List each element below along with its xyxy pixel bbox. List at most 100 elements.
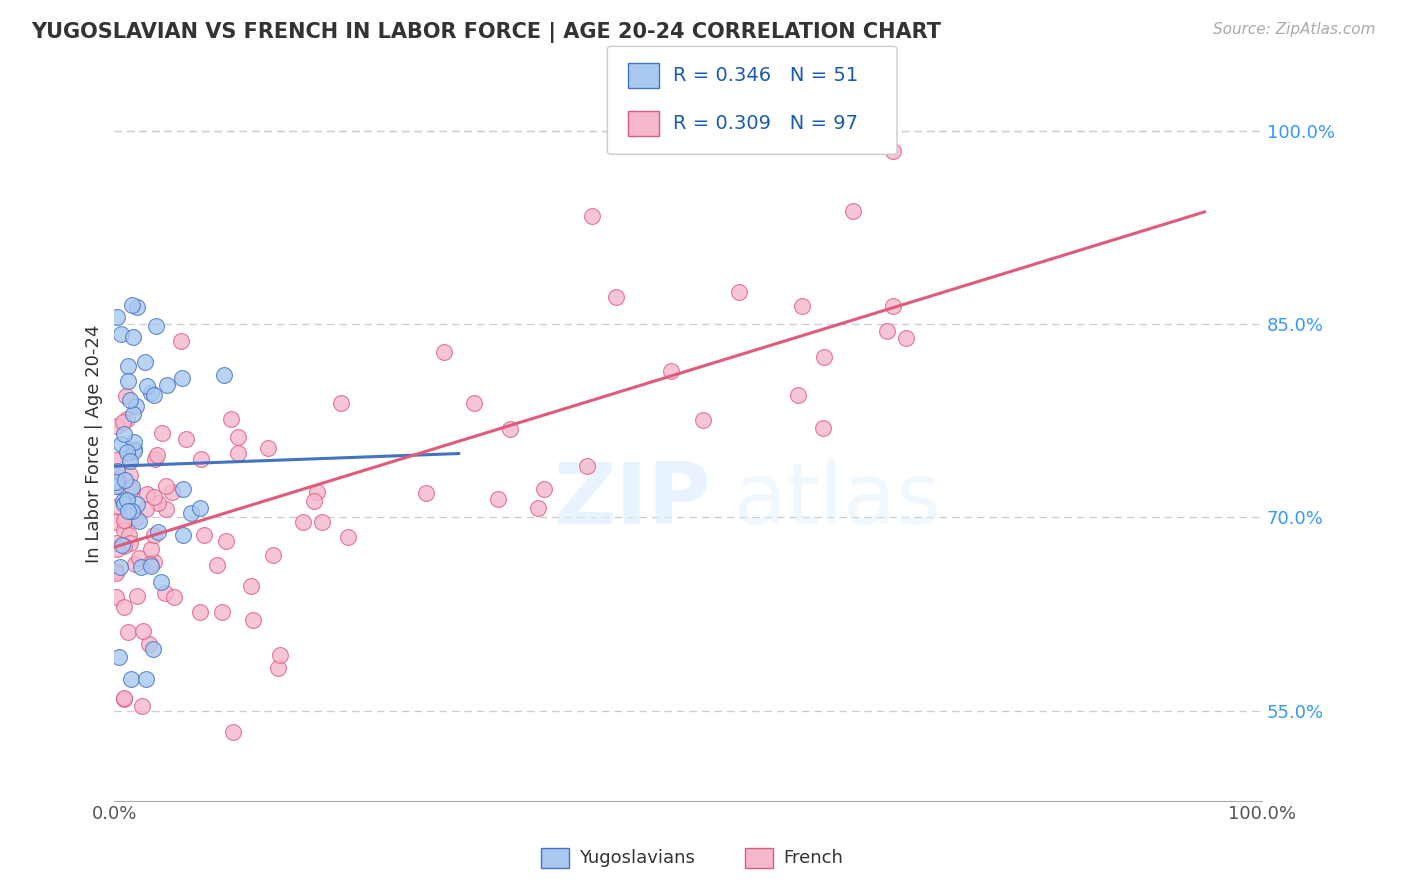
- Point: [305, 485, 328, 500]
- Point: [148, 496, 170, 510]
- Point: [486, 492, 509, 507]
- Point: [117, 374, 139, 388]
- Point: [120, 467, 142, 482]
- Point: [141, 541, 163, 556]
- Point: [128, 515, 150, 529]
- Point: [114, 389, 136, 403]
- Point: [121, 329, 143, 343]
- Point: [105, 310, 128, 325]
- Point: [160, 484, 183, 499]
- Point: [141, 385, 163, 400]
- Point: [163, 591, 186, 605]
- Point: [104, 564, 127, 578]
- Point: [145, 318, 167, 333]
- Point: [790, 299, 813, 313]
- Point: [118, 393, 141, 408]
- Point: [143, 388, 166, 402]
- Point: [120, 483, 142, 497]
- Point: [117, 359, 139, 373]
- Point: [105, 541, 128, 556]
- Point: [291, 516, 314, 530]
- Point: [128, 551, 150, 566]
- Point: [155, 586, 177, 600]
- Point: [114, 514, 136, 528]
- Point: [112, 600, 135, 615]
- Point: [659, 364, 682, 378]
- Point: [219, 412, 242, 426]
- Point: [117, 493, 139, 508]
- Point: [135, 487, 157, 501]
- Point: [269, 648, 291, 662]
- Point: [104, 515, 127, 529]
- Point: [121, 504, 143, 518]
- Text: R = 0.346   N = 51: R = 0.346 N = 51: [673, 66, 859, 85]
- Point: [605, 290, 627, 304]
- Point: [138, 557, 160, 571]
- Point: [112, 691, 135, 706]
- Point: [180, 506, 202, 520]
- Point: [124, 557, 146, 571]
- Point: [242, 613, 264, 627]
- Point: [117, 504, 139, 518]
- Point: [127, 497, 149, 511]
- Point: [226, 446, 249, 460]
- Point: [124, 511, 146, 525]
- Point: [172, 371, 194, 385]
- Point: [104, 535, 127, 549]
- Point: [226, 430, 249, 444]
- Point: [212, 368, 235, 382]
- Point: [117, 625, 139, 640]
- Point: [124, 442, 146, 457]
- Text: Yugoslavians: Yugoslavians: [579, 849, 695, 867]
- Point: [132, 624, 155, 639]
- Point: [190, 501, 212, 516]
- Point: [143, 490, 166, 504]
- Point: [211, 606, 233, 620]
- Point: [108, 470, 131, 484]
- Point: [118, 536, 141, 550]
- Point: [122, 407, 145, 421]
- Point: [728, 285, 751, 299]
- Text: Source: ZipAtlas.com: Source: ZipAtlas.com: [1212, 22, 1375, 37]
- Point: [112, 426, 135, 441]
- Point: [811, 421, 834, 435]
- Point: [581, 209, 603, 223]
- Point: [433, 345, 456, 359]
- Point: [105, 419, 128, 434]
- Point: [105, 464, 128, 478]
- Point: [110, 326, 132, 341]
- Point: [125, 300, 148, 314]
- Point: [129, 559, 152, 574]
- Point: [136, 378, 159, 392]
- Point: [174, 432, 197, 446]
- Point: [499, 421, 522, 435]
- Point: [131, 698, 153, 713]
- Point: [114, 473, 136, 487]
- Point: [117, 452, 139, 467]
- Point: [124, 399, 146, 413]
- Point: [329, 395, 352, 409]
- Point: [104, 475, 127, 489]
- Point: [146, 448, 169, 462]
- Point: [267, 661, 290, 675]
- Text: atlas: atlas: [734, 459, 942, 542]
- Point: [115, 445, 138, 459]
- Point: [142, 528, 165, 542]
- Point: [135, 673, 157, 687]
- Point: [311, 515, 333, 529]
- Point: [124, 444, 146, 458]
- Point: [104, 453, 127, 467]
- Point: [533, 482, 555, 496]
- Point: [105, 478, 128, 492]
- Point: [112, 493, 135, 508]
- Point: [111, 538, 134, 552]
- Point: [114, 513, 136, 527]
- Point: [190, 451, 212, 466]
- Point: [125, 590, 148, 604]
- Point: [142, 641, 165, 656]
- Point: [172, 482, 194, 496]
- Point: [121, 480, 143, 494]
- Point: [172, 528, 194, 542]
- Point: [155, 479, 177, 493]
- Point: [108, 480, 131, 494]
